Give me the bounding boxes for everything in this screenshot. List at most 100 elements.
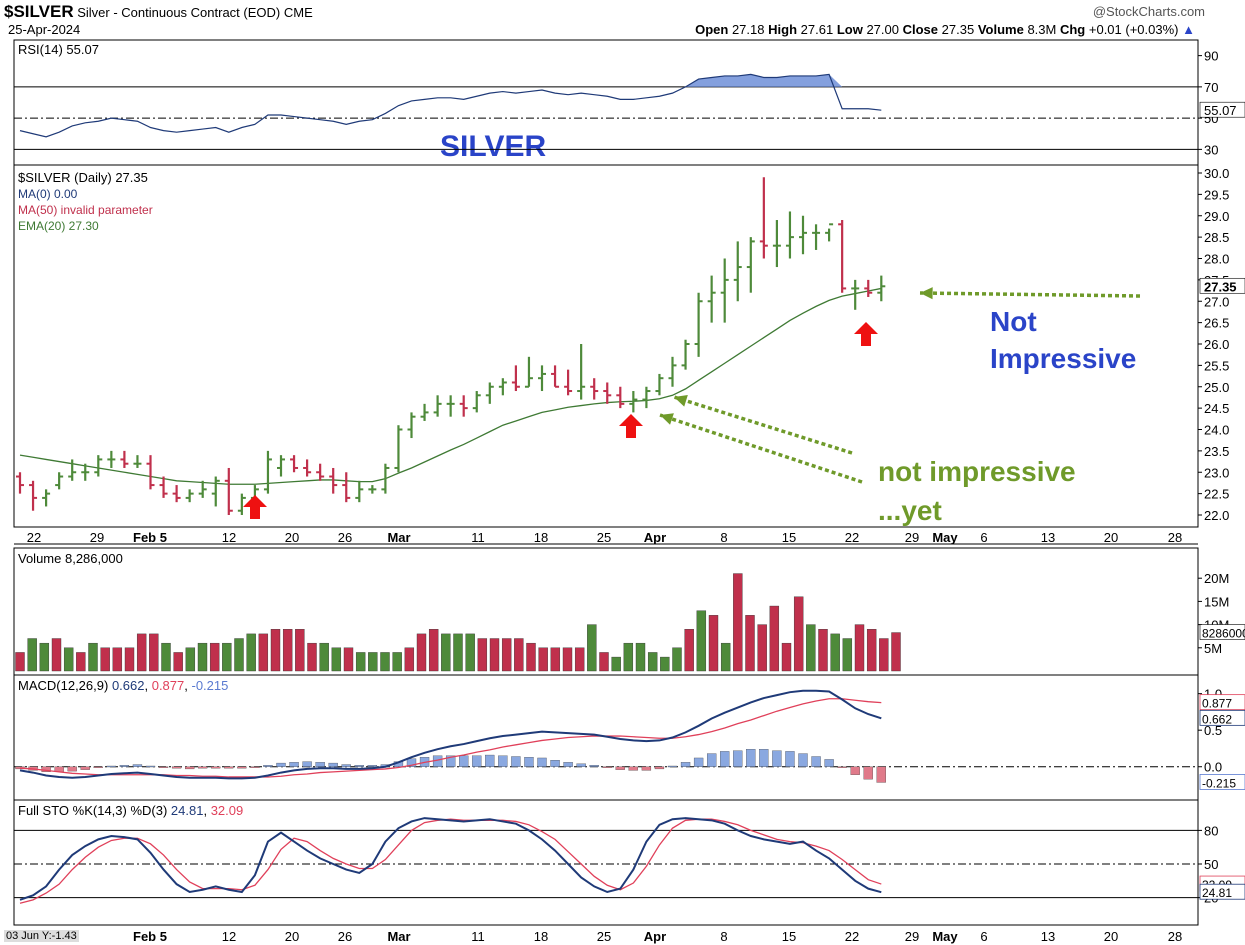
ohlc-bar [329, 467, 338, 494]
volume-bar [818, 629, 828, 672]
volume-bar [173, 652, 183, 672]
rsi-legend: RSI(14) 55.07 [18, 42, 99, 57]
ohlc-bar [303, 459, 312, 477]
ohlc-bar [42, 489, 51, 507]
macd-histogram-bar [184, 766, 195, 770]
macd-histogram-bar [628, 766, 638, 771]
price-legend-value: 27.35 [115, 170, 148, 185]
ohlc-bar [316, 463, 325, 481]
ohlc-bar [394, 425, 403, 473]
volume-bar [185, 647, 196, 672]
macd-histogram-bar [602, 766, 612, 768]
macd-histogram-bar [641, 766, 652, 771]
volume-bar [15, 652, 25, 672]
x-tick-label: 28 [1168, 530, 1182, 545]
x-tick-label: 20 [285, 530, 299, 545]
sto-tick-label: 80 [1204, 823, 1218, 838]
rsi-tick-label: 90 [1204, 49, 1218, 64]
macd-histogram-bar [707, 753, 717, 767]
volume-bar [319, 642, 329, 672]
sto-legend-prefix: Full STO %K(14,3) %D(3) [18, 803, 168, 818]
macd-histogram-bar [132, 764, 143, 767]
macd-histogram-bar [746, 749, 756, 767]
ohlc-bar [107, 450, 116, 468]
macd-histogram-bar [276, 762, 286, 767]
ohlc-bar [642, 386, 651, 409]
volume-bar [209, 642, 220, 672]
macd-histogram-bar [785, 751, 795, 767]
volume-bar [124, 647, 135, 672]
ma0-legend: MA(0) 0.00 [18, 187, 78, 201]
ohlc-bar [825, 223, 834, 242]
macd-last-label-box [1199, 774, 1245, 790]
macd-histogram-bar [472, 755, 482, 767]
ohlc-bar [185, 489, 194, 503]
price-last-label-box [1199, 277, 1245, 294]
ohlc-bar [759, 177, 768, 259]
volume-tick-label: 5M [1204, 641, 1222, 656]
low-label: Low [836, 22, 863, 37]
ohlc-bar [211, 476, 220, 507]
price-tick-label: 22.5 [1204, 487, 1229, 502]
volume-bar [258, 633, 269, 672]
yet-annotation: ...yet [878, 495, 942, 526]
volume-bar [100, 647, 110, 672]
volume-bar [769, 605, 780, 672]
ohlc-bar [681, 339, 690, 370]
green-dashed-arrow-head [920, 287, 933, 300]
volume-bar [599, 652, 609, 672]
ohlc-bar [498, 378, 507, 396]
volume-bar [635, 642, 646, 672]
volume-bar [806, 624, 816, 672]
volume-bar [453, 633, 463, 672]
x-tick-label: May [932, 530, 958, 545]
ohlc-bar [29, 480, 38, 511]
volume-bar [830, 633, 840, 672]
x-tick-label-bottom: 20 [1104, 929, 1118, 944]
x-tick-label: 13 [1041, 530, 1055, 545]
macd-histogram-bar [302, 761, 312, 767]
ohlc-bar [55, 472, 64, 490]
x-tick-label-bottom: May [932, 929, 958, 944]
panel-frame-price [13, 164, 1199, 528]
macd-histogram-bar [733, 750, 743, 767]
volume-bar [477, 638, 488, 672]
macd-histogram-bar [850, 766, 860, 775]
x-tick-label-bottom: 25 [597, 929, 611, 944]
volume-bar [149, 633, 159, 672]
volume-bar [611, 656, 621, 672]
x-tick-label-bottom: 29 [905, 929, 919, 944]
open-label: Open [695, 22, 729, 37]
ohlc-bar [655, 373, 664, 396]
volume-bar [307, 642, 317, 672]
ohlc-bar [720, 258, 729, 323]
x-tick-label: Mar [387, 530, 410, 545]
volume-bar [647, 652, 658, 672]
macd-histogram-bar [772, 750, 782, 767]
volume-label: Volume [977, 22, 1024, 37]
macd-histogram-bar [459, 755, 469, 767]
chg-value: +0.01 (+0.03%) [1088, 22, 1179, 37]
volume-bar [501, 638, 512, 672]
date-label: 25-Apr-2024 [8, 22, 81, 37]
macd-histogram-bar [367, 765, 378, 767]
volume-bar [733, 573, 743, 672]
x-tick-label: 22 [27, 530, 41, 545]
x-tick-label-bottom: 11 [471, 929, 485, 944]
macd-tick-label: 0.5 [1204, 723, 1222, 738]
volume-tick-label: 15M [1204, 594, 1229, 609]
macd-histogram-bar [263, 765, 273, 767]
volume-bar [161, 642, 171, 672]
volume-bar [51, 638, 62, 672]
macd-histogram-bar [445, 755, 456, 767]
price-tick-label: 26.0 [1204, 337, 1229, 352]
macd-last-label: -0.215 [1202, 776, 1236, 790]
exchange-label: CME [283, 5, 313, 20]
rsi-legend-value: 55.07 [66, 42, 99, 57]
volume-bar [696, 610, 707, 672]
red-up-arrow-icon [243, 495, 267, 519]
ohlc-bar [538, 365, 546, 392]
ohlc-bar [355, 480, 364, 503]
footer-note: 03 Jun Y:-1.43 [4, 930, 79, 942]
panel-frame-sto [13, 799, 1199, 926]
